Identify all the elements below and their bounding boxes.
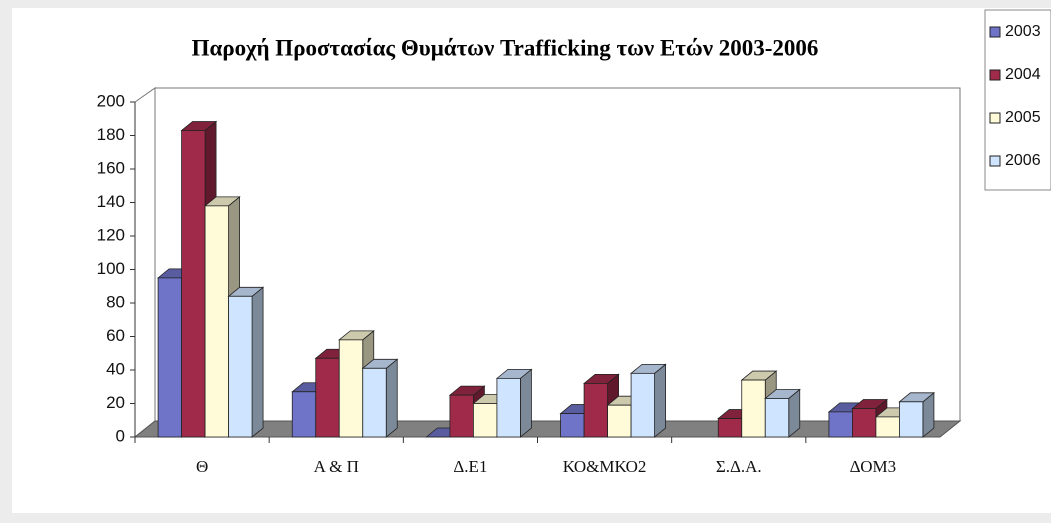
legend-swatch	[989, 112, 1001, 124]
x-tick-label: ΔΟΜ3	[850, 457, 897, 476]
bar-side	[654, 363, 666, 438]
legend-swatch	[989, 69, 1001, 81]
bar	[764, 388, 801, 438]
y-tick-label: 160	[97, 158, 125, 177]
side-wall	[134, 87, 156, 439]
y-tick-label: 80	[106, 292, 125, 311]
bar-front	[717, 418, 743, 438]
legend-label: 2004	[1005, 66, 1041, 83]
x-tick-label: Θ	[196, 457, 208, 476]
bar-front	[157, 277, 182, 438]
bar	[227, 286, 265, 438]
bar-front	[764, 398, 790, 438]
bar-front	[228, 295, 253, 438]
bar-front	[607, 404, 632, 438]
x-tick-label: Α & Π	[314, 457, 359, 476]
bar-front	[741, 379, 766, 438]
bar	[361, 358, 399, 438]
bar-front	[181, 130, 206, 438]
bar-front	[560, 413, 585, 438]
bar	[898, 391, 936, 438]
y-tick-label: 20	[106, 393, 125, 412]
y-tick-label: 100	[97, 259, 125, 278]
x-tick-label: Δ.Ε1	[453, 457, 487, 476]
bar-front	[875, 416, 900, 438]
x-tick-label: Σ.Δ.Α.	[716, 457, 762, 476]
bar-front	[204, 205, 229, 438]
bar-front	[899, 401, 924, 438]
y-tick-label: 60	[106, 326, 125, 345]
x-tick-label: ΚΟ&ΜΚΟ2	[563, 457, 647, 476]
chart-title: Παροχή Προστασίας Θυμάτων Trafficking τω…	[192, 35, 819, 60]
bar-front	[496, 377, 521, 438]
bar-side	[520, 368, 532, 438]
back-wall	[154, 87, 961, 422]
bar-front	[315, 357, 340, 438]
bar-front	[338, 339, 364, 438]
y-tick-label: 40	[106, 359, 125, 378]
bar-front	[583, 382, 608, 438]
y-tick-label: 140	[97, 192, 125, 211]
bar	[495, 368, 533, 438]
bar-front	[630, 372, 655, 438]
legend-label: 2005	[1005, 109, 1041, 126]
y-tick-label: 0	[116, 426, 125, 445]
bar-front	[852, 408, 877, 438]
y-tick-label: 120	[97, 225, 125, 244]
bar-front	[291, 391, 317, 438]
y-tick-label: 200	[97, 91, 125, 110]
bar-front	[449, 394, 474, 438]
bar-side	[385, 358, 398, 438]
legend-label: 2003	[1005, 23, 1041, 40]
bar-front	[828, 411, 853, 438]
bar-front	[362, 367, 387, 438]
legend-swatch	[989, 26, 1001, 38]
legend-swatch	[989, 155, 1001, 167]
legend-label: 2006	[1005, 152, 1041, 169]
bar-front	[473, 403, 498, 438]
y-tick-label: 180	[97, 125, 125, 144]
bar	[629, 363, 667, 438]
bar-side	[251, 286, 264, 438]
